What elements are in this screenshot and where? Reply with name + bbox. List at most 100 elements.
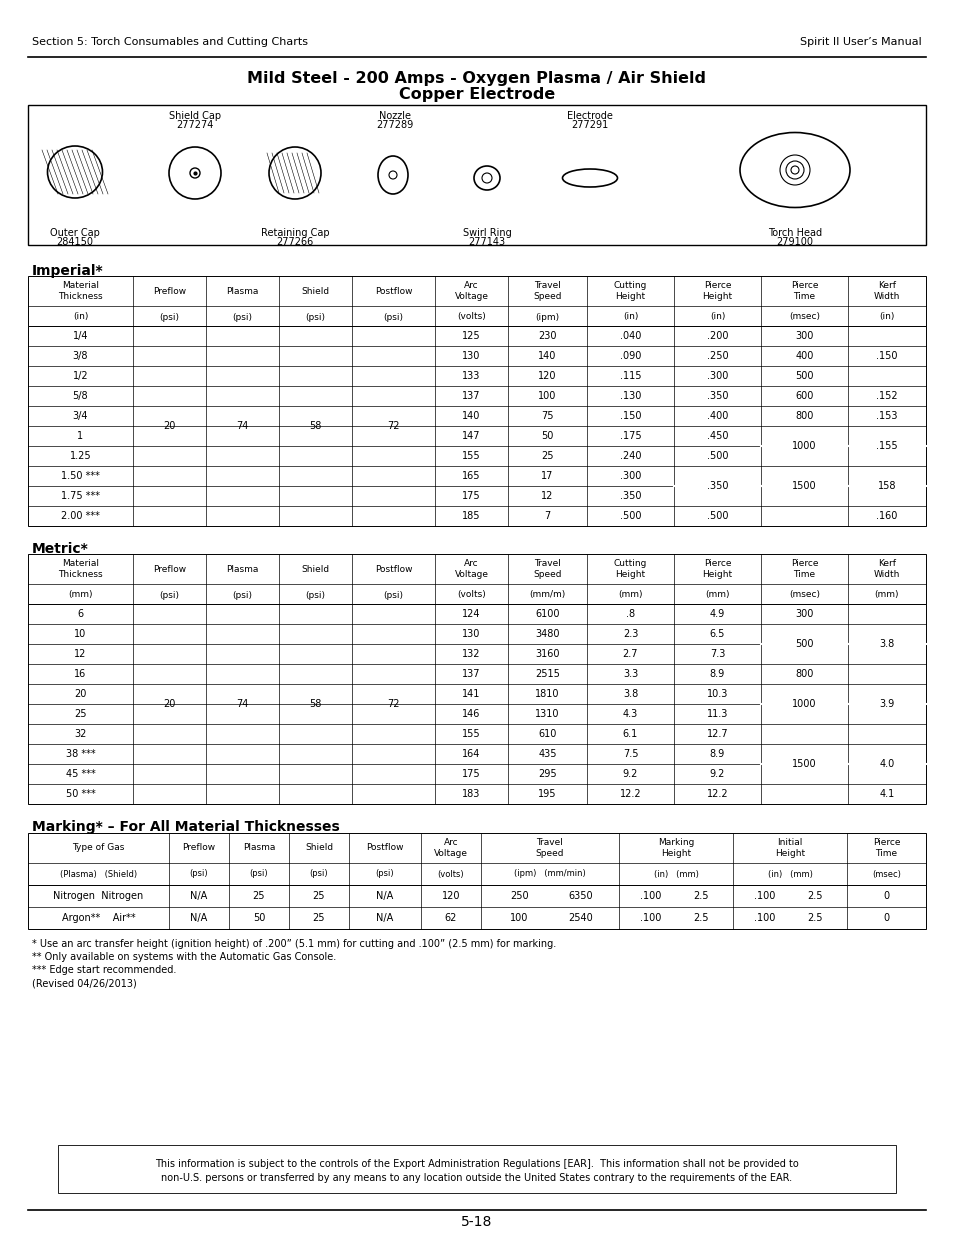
Text: Preflow: Preflow (182, 844, 215, 852)
Text: 175: 175 (461, 492, 480, 501)
Text: (mm): (mm) (618, 590, 642, 599)
Text: 284150: 284150 (56, 237, 93, 247)
Text: 6100: 6100 (535, 609, 559, 619)
Text: 2.3: 2.3 (622, 629, 638, 638)
Text: Pierce
Time: Pierce Time (872, 839, 900, 857)
Text: 72: 72 (387, 699, 399, 709)
Text: 1/4: 1/4 (72, 331, 89, 341)
Text: 100: 100 (537, 391, 557, 401)
Ellipse shape (562, 169, 617, 186)
Text: .160: .160 (876, 511, 897, 521)
Text: 300: 300 (795, 609, 813, 619)
Text: Shield Cap: Shield Cap (169, 111, 221, 121)
Text: 25: 25 (74, 709, 87, 719)
Text: Metric*: Metric* (32, 542, 89, 556)
Text: (in): (in) (879, 312, 894, 321)
Text: .100: .100 (754, 913, 775, 923)
Text: 20: 20 (74, 689, 87, 699)
Text: .115: .115 (619, 370, 640, 382)
Text: 100: 100 (510, 913, 528, 923)
Ellipse shape (269, 147, 320, 199)
Text: .500: .500 (706, 451, 727, 461)
Text: 277274: 277274 (176, 120, 213, 130)
Text: 1.50 ***: 1.50 *** (61, 471, 100, 480)
Text: 1000: 1000 (791, 441, 816, 451)
Text: 6350: 6350 (567, 890, 592, 902)
Text: N/A: N/A (191, 913, 208, 923)
Text: Copper Electrode: Copper Electrode (398, 86, 555, 101)
Text: 185: 185 (462, 511, 480, 521)
Text: 4.1: 4.1 (879, 789, 894, 799)
Text: .350: .350 (706, 480, 727, 492)
Text: 277266: 277266 (276, 237, 314, 247)
Text: Cutting
Height: Cutting Height (613, 559, 646, 579)
Text: Plasma: Plasma (226, 287, 258, 295)
Text: Postflow: Postflow (375, 287, 412, 295)
Text: 175: 175 (461, 769, 480, 779)
Text: Postflow: Postflow (366, 844, 403, 852)
Text: 124: 124 (462, 609, 480, 619)
Text: 1810: 1810 (535, 689, 559, 699)
Text: 140: 140 (537, 351, 557, 361)
Text: 250: 250 (510, 890, 528, 902)
Text: .350: .350 (706, 391, 727, 401)
Text: (psi): (psi) (383, 590, 403, 599)
Text: Argon**    Air**: Argon** Air** (62, 913, 135, 923)
Text: .040: .040 (619, 331, 640, 341)
Text: N/A: N/A (376, 913, 394, 923)
Text: Plasma: Plasma (243, 844, 274, 852)
Text: (psi): (psi) (233, 590, 253, 599)
Text: (Plasma)   (Shield): (Plasma) (Shield) (60, 869, 137, 878)
Text: (mm): (mm) (69, 590, 92, 599)
Text: (volts): (volts) (456, 312, 485, 321)
Text: 435: 435 (537, 748, 557, 760)
Text: .450: .450 (706, 431, 727, 441)
Text: 295: 295 (537, 769, 557, 779)
Text: 12.7: 12.7 (706, 729, 727, 739)
Text: 6.5: 6.5 (709, 629, 724, 638)
Text: 120: 120 (441, 890, 459, 902)
Text: (psi): (psi) (250, 869, 268, 878)
Text: 45 ***: 45 *** (66, 769, 95, 779)
Text: N/A: N/A (191, 890, 208, 902)
Text: Kerf
Width: Kerf Width (873, 282, 900, 300)
Text: (psi): (psi) (159, 590, 179, 599)
Text: 1: 1 (77, 431, 84, 441)
Text: 2.5: 2.5 (806, 913, 822, 923)
Text: 74: 74 (236, 699, 249, 709)
Text: (psi): (psi) (305, 312, 325, 321)
Text: 277291: 277291 (571, 120, 608, 130)
Text: N/A: N/A (376, 890, 394, 902)
Text: 72: 72 (387, 421, 399, 431)
Text: 230: 230 (537, 331, 557, 341)
Text: Electrode: Electrode (566, 111, 612, 121)
Text: * Use an arc transfer height (ignition height) of .200” (5.1 mm) for cutting and: * Use an arc transfer height (ignition h… (32, 939, 556, 948)
Text: 10: 10 (74, 629, 87, 638)
Text: (psi): (psi) (375, 869, 394, 878)
Text: Marking
Height: Marking Height (658, 839, 694, 857)
Text: 62: 62 (444, 913, 456, 923)
Bar (28, 604, 925, 804)
Text: 120: 120 (537, 370, 557, 382)
Text: Travel
Speed: Travel Speed (536, 839, 563, 857)
Text: 800: 800 (795, 411, 813, 421)
Text: 800: 800 (795, 669, 813, 679)
Text: 7.3: 7.3 (709, 650, 724, 659)
Text: 125: 125 (461, 331, 480, 341)
Text: 12.2: 12.2 (619, 789, 640, 799)
Text: 38 ***: 38 *** (66, 748, 95, 760)
Text: .175: .175 (619, 431, 640, 441)
Text: 12: 12 (74, 650, 87, 659)
Text: .300: .300 (706, 370, 727, 382)
Text: 20: 20 (163, 699, 175, 709)
Text: (in): (in) (709, 312, 724, 321)
Text: .400: .400 (706, 411, 727, 421)
Text: (msec): (msec) (788, 312, 820, 321)
Text: (psi): (psi) (233, 312, 253, 321)
Text: Imperial*: Imperial* (32, 264, 104, 278)
Text: 5/8: 5/8 (72, 391, 89, 401)
Text: 9.2: 9.2 (622, 769, 638, 779)
Text: 164: 164 (462, 748, 480, 760)
Text: (psi): (psi) (383, 312, 403, 321)
Text: 146: 146 (462, 709, 480, 719)
